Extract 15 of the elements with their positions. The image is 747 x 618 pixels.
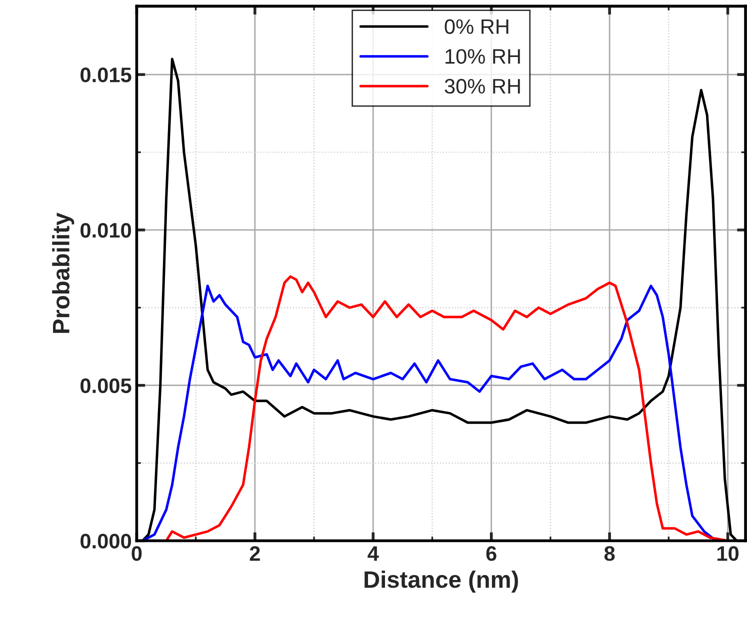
x-axis-title: Distance (nm) — [364, 570, 518, 593]
x-tick-label: 2 — [250, 546, 260, 561]
y-axis-title: Probability — [52, 212, 74, 333]
x-tick-label: 10 — [718, 546, 739, 561]
y-tick-label: 0.015 — [80, 68, 132, 82]
y-tick-label: 0.005 — [80, 378, 132, 394]
x-tick-label: 6 — [486, 546, 496, 561]
legend-label: 0% RH — [444, 19, 508, 34]
y-tick-label: 0.000 — [80, 534, 131, 549]
legend-label: 30% RH — [444, 78, 520, 94]
legend-label: 10% RH — [446, 49, 520, 64]
y-tick-label: 0.010 — [80, 222, 131, 238]
x-tick-label: 0 — [132, 546, 142, 561]
x-tick-label: 8 — [604, 546, 615, 561]
x-tick-label: 4 — [368, 546, 379, 561]
